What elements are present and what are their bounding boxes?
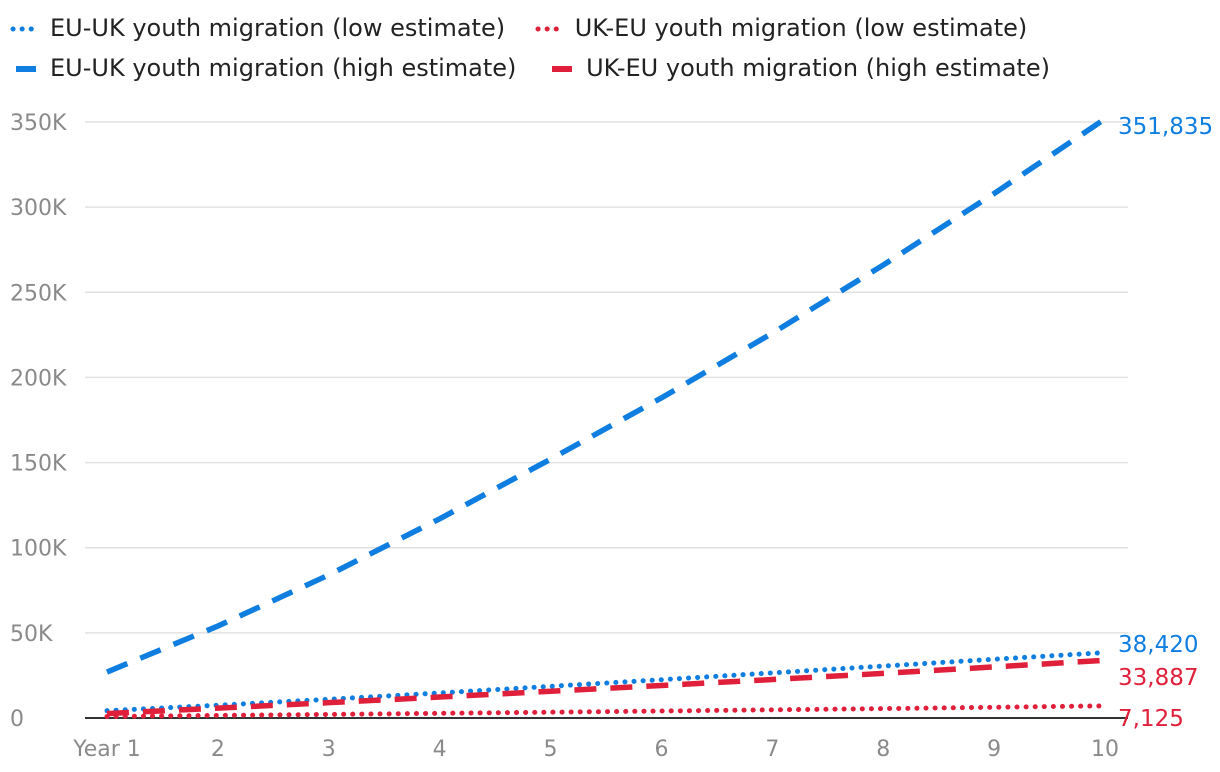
dashed-line-icon <box>552 66 573 72</box>
legend-label: UK-EU youth migration (low estimate) <box>574 14 1028 42</box>
end-data-label: 7,125 <box>1118 706 1184 732</box>
x-tick-label: 7 <box>765 737 779 762</box>
legend-item-eu-uk-high[interactable]: EU-UK youth migration (high estimate) <box>10 48 516 88</box>
y-tick-label: 100K <box>10 537 67 562</box>
legend-label: EU-UK youth migration (high estimate) <box>50 54 517 82</box>
legend-item-eu-uk-low[interactable]: EU-UK youth migration (low estimate) <box>10 8 505 48</box>
legend-label: UK-EU youth migration (high estimate) <box>586 54 1050 82</box>
series-line <box>104 650 1108 714</box>
x-tick-label: 9 <box>987 737 1001 762</box>
y-tick-label: 150K <box>10 452 67 477</box>
y-tick-label: 250K <box>10 281 67 306</box>
x-tick-label: Year 1 <box>72 737 141 762</box>
y-tick-label: 0 <box>10 707 24 732</box>
x-tick-label: 6 <box>654 737 668 762</box>
end-data-label: 351,835 <box>1118 114 1213 140</box>
end-data-label: 38,420 <box>1118 632 1198 658</box>
end-data-label: 33,887 <box>1118 665 1198 691</box>
dashed-line-icon <box>16 66 36 72</box>
series-line <box>105 116 1107 675</box>
x-tick-label: 8 <box>876 737 890 762</box>
legend: EU-UK youth migration (low estimate) UK-… <box>10 8 1210 88</box>
y-tick-label: 50K <box>10 622 53 647</box>
y-tick-label: 300K <box>10 196 67 221</box>
legend-item-uk-eu-high[interactable]: UK-EU youth migration (high estimate) <box>546 48 1050 88</box>
x-tick-label: 10 <box>1091 737 1119 762</box>
x-tick-label: 2 <box>211 737 225 762</box>
y-tick-label: 350K <box>10 111 67 136</box>
legend-item-uk-eu-low[interactable]: UK-EU youth migration (low estimate) <box>535 8 1028 48</box>
y-tick-label: 200K <box>10 366 67 391</box>
x-tick-label: 5 <box>544 737 558 762</box>
series-line <box>106 657 1106 717</box>
x-tick-label: 4 <box>433 737 447 762</box>
series-line <box>104 703 1108 719</box>
x-tick-label: 3 <box>322 737 336 762</box>
legend-label: EU-UK youth migration (low estimate) <box>50 14 506 42</box>
